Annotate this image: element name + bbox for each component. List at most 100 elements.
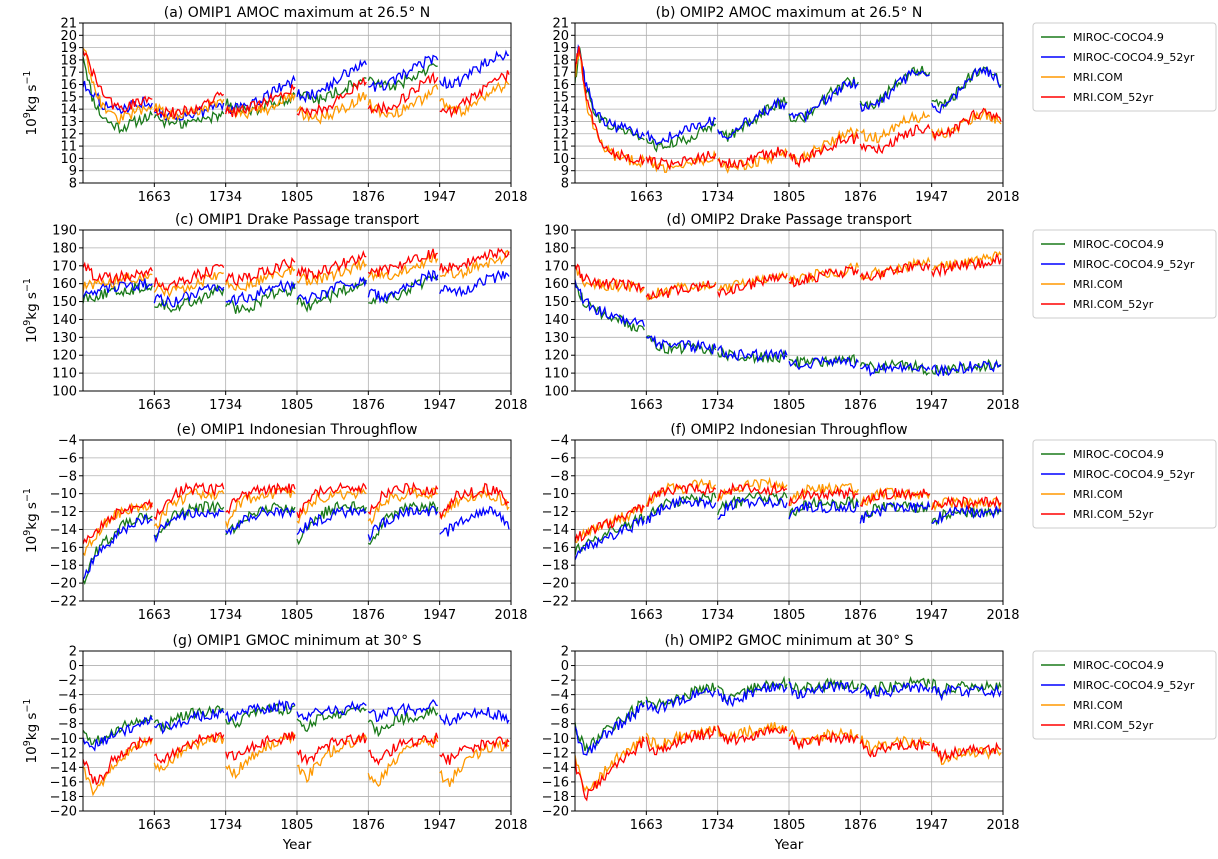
series-line-mri-com bbox=[225, 732, 296, 780]
x-tick-label: 1805 bbox=[772, 190, 805, 205]
x-tick-label: 1876 bbox=[844, 608, 877, 623]
x-tick-label: 1734 bbox=[209, 818, 242, 833]
series-line-mri-com bbox=[859, 487, 931, 507]
series-line-mri-com bbox=[645, 149, 717, 174]
series-line-mri-com-52yr bbox=[367, 71, 439, 115]
y-tick-label: −8 bbox=[550, 469, 569, 484]
y-axis-label-base: 10 bbox=[24, 118, 40, 135]
series-group bbox=[575, 675, 1002, 802]
series-line-miroc-coco4-9 bbox=[575, 280, 645, 333]
series-line-mri-com bbox=[153, 271, 224, 298]
series-line-mri-com bbox=[439, 78, 510, 118]
series-line-mri-com-52yr bbox=[645, 150, 717, 171]
x-tick-label: 1663 bbox=[630, 398, 663, 413]
y-tick-label: 11 bbox=[552, 140, 569, 155]
x-tick-label: 1947 bbox=[423, 398, 456, 413]
y-axis-label: 109kg s−1 bbox=[22, 71, 40, 136]
legend-label: MRI.COM_52yr bbox=[1073, 508, 1154, 521]
series-line-miroc-coco4-9 bbox=[153, 500, 225, 538]
legend-box bbox=[1032, 650, 1217, 740]
y-axis-label-units: kg s bbox=[24, 502, 40, 530]
x-tick-label: 2018 bbox=[986, 608, 1019, 623]
series-line-miroc-coco4-9-52yr bbox=[83, 80, 153, 115]
series-line-miroc-coco4-9-52yr bbox=[788, 78, 859, 123]
series-line-miroc-coco4-9-52yr bbox=[859, 500, 931, 524]
legend-label: MRI.COM bbox=[1073, 71, 1123, 84]
x-tick-label: 1876 bbox=[352, 608, 385, 623]
y-tick-label: −18 bbox=[50, 559, 77, 574]
series-line-mri-com-52yr bbox=[931, 495, 1002, 511]
series-line-mri-com-52yr bbox=[859, 258, 931, 281]
series-line-miroc-coco4-9 bbox=[367, 705, 439, 738]
y-tick-label: 18 bbox=[60, 53, 77, 68]
y-tick-label: 18 bbox=[552, 53, 569, 68]
series-group bbox=[83, 247, 510, 314]
series-line-miroc-coco4-9-52yr bbox=[439, 269, 510, 298]
series-line-miroc-coco4-9-52yr bbox=[153, 507, 224, 544]
series-line-miroc-coco4-9-52yr bbox=[575, 515, 645, 561]
series-line-mri-com bbox=[575, 504, 645, 544]
legend-label: MIROC-COCO4.9 bbox=[1073, 448, 1164, 461]
y-tick-label: −18 bbox=[542, 790, 569, 805]
y-axis-label-exp: 9 bbox=[22, 320, 33, 326]
series-line-miroc-coco4-9-52yr bbox=[296, 276, 367, 305]
series-line-mri-com-52yr bbox=[788, 265, 859, 288]
series-line-mri-com-52yr bbox=[225, 256, 296, 286]
series-line-mri-com-52yr bbox=[575, 263, 645, 294]
series-line-mri-com-52yr bbox=[296, 249, 367, 280]
series-line-mri-com-52yr bbox=[931, 253, 1002, 278]
series-line-mri-com-52yr bbox=[367, 481, 439, 516]
x-tick-label: 1734 bbox=[209, 608, 242, 623]
series-group bbox=[575, 476, 1002, 561]
series-line-miroc-coco4-9-52yr bbox=[225, 506, 296, 536]
y-tick-label: −6 bbox=[550, 703, 569, 718]
series-line-miroc-coco4-9 bbox=[788, 76, 859, 124]
y-tick-label: 11 bbox=[60, 140, 77, 155]
series-line-mri-com-52yr bbox=[575, 504, 645, 543]
series-line-mri-com-52yr bbox=[225, 482, 296, 515]
series-line-mri-com-52yr bbox=[717, 725, 788, 747]
y-tick-label: −8 bbox=[550, 717, 569, 732]
y-tick-label: −2 bbox=[550, 674, 569, 689]
series-line-mri-com bbox=[859, 256, 931, 281]
series-line-miroc-coco4-9-52yr bbox=[788, 500, 859, 520]
series-line-mri-com-52yr bbox=[717, 481, 788, 502]
series-line-miroc-coco4-9-52yr bbox=[153, 283, 225, 308]
y-tick-label: 16 bbox=[552, 78, 569, 93]
y-tick-label: 21 bbox=[60, 17, 77, 32]
series-line-mri-com-52yr bbox=[367, 732, 439, 766]
panel-2: 100 110 120 130 140 150 160 170 180 190 1663 1734 18… bbox=[22, 212, 528, 413]
series-line-mri-com bbox=[225, 487, 296, 530]
panel-title: (a) OMIP1 AMOC maximum at 26.5° N bbox=[164, 5, 431, 21]
x-tick-label: 1947 bbox=[423, 190, 456, 205]
y-tick-label: 100 bbox=[52, 385, 77, 400]
x-tick-label: 1734 bbox=[701, 190, 734, 205]
series-line-miroc-coco4-9 bbox=[296, 76, 367, 105]
series-line-mri-com bbox=[575, 735, 645, 793]
series-line-miroc-coco4-9-52yr bbox=[368, 54, 439, 92]
series-line-mri-com bbox=[645, 725, 717, 751]
legend: MIROC-COCO4.9 MIROC-COCO4.9_52yr MRI.COM MR… bbox=[1032, 229, 1217, 319]
panel-title: (d) OMIP2 Drake Passage transport bbox=[666, 212, 912, 228]
series-line-mri-com-52yr bbox=[83, 261, 153, 284]
y-tick-label: −8 bbox=[58, 717, 77, 732]
y-tick-label: 13 bbox=[60, 115, 77, 130]
series-line-miroc-coco4-9 bbox=[296, 706, 367, 733]
series-line-miroc-coco4-9-52yr bbox=[296, 505, 367, 536]
y-tick-label: −10 bbox=[542, 732, 569, 747]
y-tick-label: 12 bbox=[60, 127, 77, 142]
series-line-miroc-coco4-9 bbox=[367, 63, 438, 91]
y-tick-label: 9 bbox=[69, 164, 77, 179]
panel-title: (f) OMIP2 Indonesian Throughflow bbox=[670, 422, 907, 438]
panel-title: (h) OMIP2 GMOC minimum at 30° S bbox=[664, 633, 913, 649]
y-tick-label: 20 bbox=[552, 29, 569, 44]
y-axis-label-units: kg s bbox=[24, 85, 40, 113]
y-axis-label-base: 10 bbox=[24, 746, 40, 763]
series-line-mri-com-52yr bbox=[575, 46, 645, 166]
y-tick-label: −12 bbox=[50, 746, 77, 761]
series-line-mri-com-52yr bbox=[153, 481, 225, 521]
y-tick-label: 15 bbox=[552, 90, 569, 105]
panel-3: 100 110 120 130 140 150 160 170 180 190 1663 1734 18… bbox=[544, 212, 1217, 413]
